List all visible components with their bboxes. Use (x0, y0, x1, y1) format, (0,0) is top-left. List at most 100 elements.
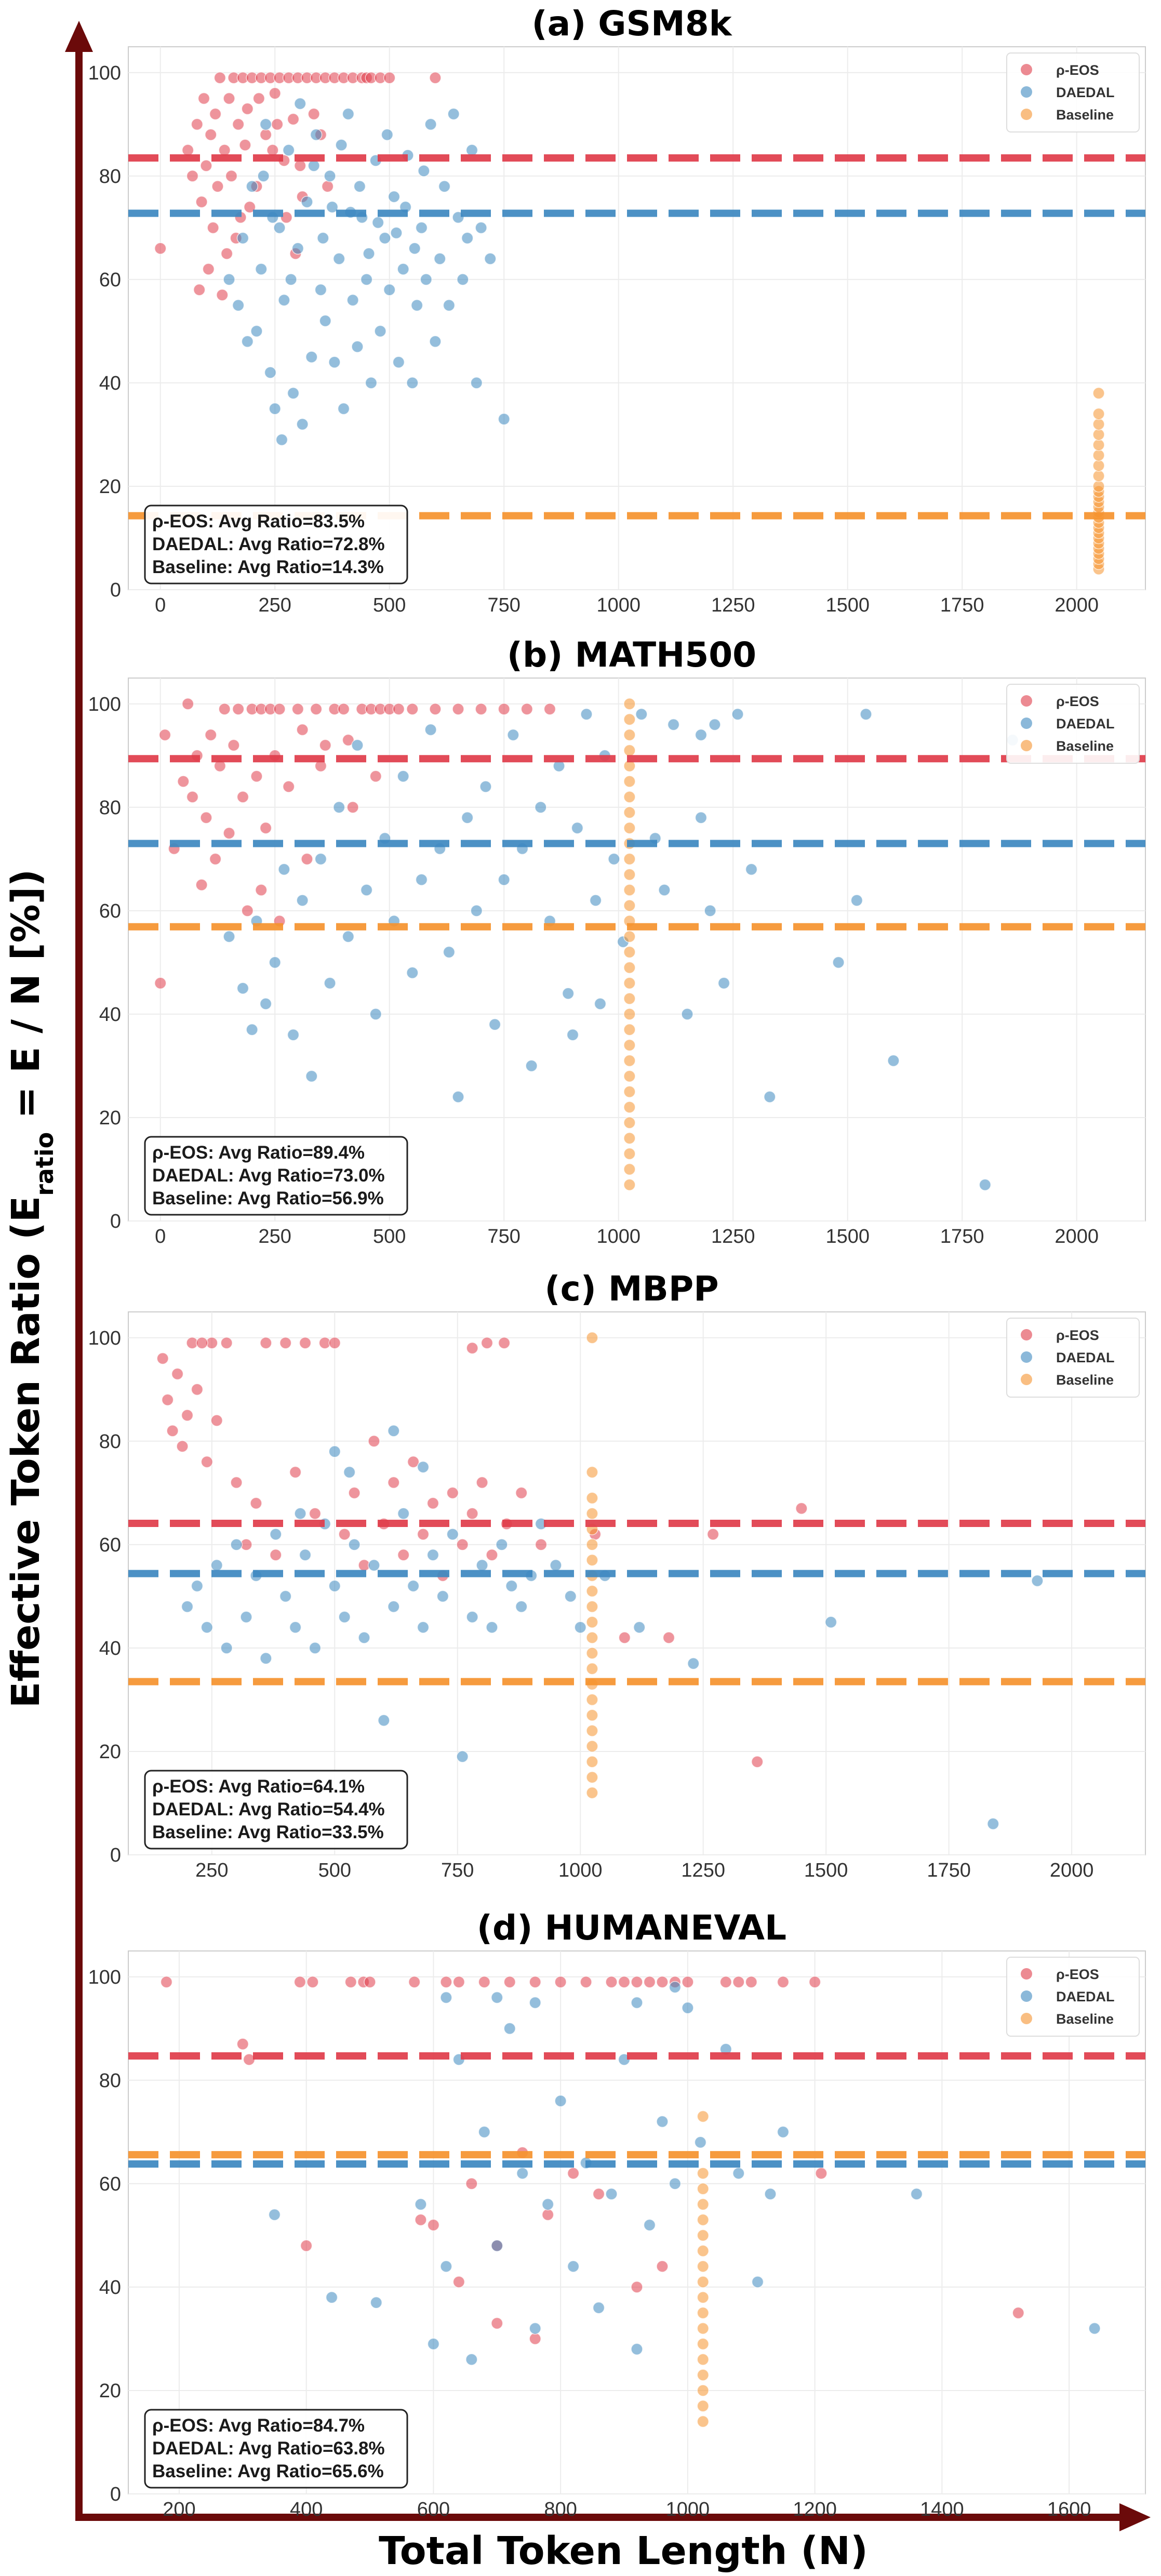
legend-marker-rho-eos (1021, 1329, 1032, 1340)
scatter-point-rho-eos (529, 2332, 541, 2345)
x-tick-label: 1400 (920, 2499, 964, 2520)
scatter-point-rho-eos (154, 977, 167, 989)
scatter-point-daedal (326, 201, 339, 214)
scatter-point-rho-eos (808, 1975, 821, 1988)
scatter-point-daedal (410, 299, 423, 312)
scatter-point-baseline (586, 1740, 598, 1752)
scatter-point-daedal (498, 413, 510, 426)
scatter-point-daedal (397, 1507, 410, 1520)
scatter-point-rho-eos (266, 144, 279, 156)
x-tick-label: 1000 (596, 594, 640, 616)
legend-marker-daedal (1021, 1990, 1032, 2002)
x-tick-label: 1750 (940, 594, 984, 616)
x-tick-label: 500 (318, 1860, 351, 1881)
scatter-point-baseline (1092, 439, 1105, 452)
scatter-point-daedal (443, 946, 456, 959)
scatter-point-rho-eos (201, 1455, 213, 1468)
scatter-point-daedal (289, 1621, 302, 1634)
scatter-point-daedal (429, 335, 442, 348)
scatter-point-baseline (623, 853, 636, 866)
scatter-point-daedal (220, 1642, 233, 1654)
scatter-point-baseline (1092, 459, 1105, 472)
y-tick-label: 80 (99, 1431, 121, 1453)
y-tick-label: 40 (99, 2277, 121, 2299)
scatter-point-daedal (535, 801, 547, 814)
scatter-point-rho-eos (656, 2260, 669, 2273)
scatter-point-daedal (278, 863, 290, 875)
scatter-point-rho-eos (161, 1393, 174, 1406)
scatter-point-rho-eos (260, 1336, 272, 1349)
scatter-point-rho-eos (299, 1336, 312, 1349)
scatter-point-daedal (633, 1621, 646, 1634)
legend-label-daedal: DAEDAL (1056, 85, 1115, 100)
stats-box (144, 504, 408, 585)
scatter-point-daedal (388, 190, 401, 203)
scatter-point-rho-eos (186, 170, 199, 182)
scatter-point-rho-eos (301, 853, 313, 866)
scatter-point-rho-eos (541, 2208, 554, 2221)
scatter-point-daedal (299, 1549, 312, 1561)
y-tick-label: 80 (99, 2070, 121, 2092)
panels-group: 0 250 500 750 1000 1250 1500 1750 20000204060801… (88, 4, 1146, 2520)
scatter-point-baseline (623, 1147, 636, 1160)
scatter-point-rho-eos (191, 1383, 204, 1396)
scatter-point-daedal (232, 299, 245, 312)
scatter-point-daedal (631, 2343, 643, 2356)
scatter-point-daedal (516, 2167, 529, 2180)
scatter-point-rho-eos (287, 113, 300, 126)
scatter-point-rho-eos (279, 1336, 292, 1349)
scatter-point-rho-eos (310, 702, 323, 715)
scatter-point-rho-eos (259, 128, 272, 141)
y-tick-label: 20 (99, 476, 121, 498)
scatter-point-baseline (586, 1771, 598, 1784)
scatter-point-daedal (491, 1991, 503, 2004)
x-tick-label: 1250 (711, 594, 755, 616)
scatter-point-baseline (586, 1538, 598, 1551)
scatter-point-rho-eos (478, 1975, 491, 1988)
y-axis-title-main: Effective Token Ratio (E (4, 1196, 48, 1708)
scatter-point-baseline (697, 2384, 710, 2397)
scatter-point-rho-eos (270, 1549, 282, 1561)
legend-marker-rho-eos (1021, 64, 1032, 75)
scatter-point-daedal (291, 242, 304, 255)
scatter-point-baseline (623, 868, 636, 881)
scatter-point-baseline (586, 1466, 598, 1479)
scatter-point-baseline (623, 946, 636, 959)
scatter-point-baseline (586, 1600, 598, 1613)
scatter-point-daedal (269, 402, 281, 415)
scatter-point-daedal (236, 982, 249, 994)
scatter-point-daedal (268, 2208, 281, 2221)
scatter-point-daedal (392, 356, 405, 368)
scatter-point-daedal (368, 1559, 380, 1572)
scatter-point-daedal (987, 1817, 999, 1830)
scatter-point-daedal (388, 1425, 400, 1437)
scatter-point-daedal (319, 314, 332, 327)
scatter-point-daedal (210, 1559, 223, 1572)
scatter-point-rho-eos (236, 791, 249, 803)
scatter-point-rho-eos (154, 242, 167, 255)
scatter-point-daedal (351, 340, 364, 353)
scatter-point-daedal (571, 821, 584, 834)
chart-panel-2: 250 500 750 1000 1250 1500 1750 2000 0 20 40 60 80 10… (88, 1269, 1146, 1881)
scatter-point-daedal (438, 180, 451, 193)
chart-panel-3: 200 400 600 800 1000 1200 1400 1600 0 20 40 60 80 100… (88, 1908, 1146, 2520)
legend-label-baseline: Baseline (1056, 738, 1114, 754)
scatter-point-rho-eos (515, 1486, 528, 1499)
scatter-point-daedal (554, 2094, 567, 2107)
y-tick-label: 100 (88, 62, 121, 84)
scatter-point-daedal (370, 2296, 383, 2309)
stats-line: Baseline: Avg Ratio=14.3% (152, 557, 384, 577)
x-tick-label: 200 (163, 2499, 195, 2520)
scatter-point-daedal (324, 977, 336, 989)
scatter-point-daedal (832, 956, 845, 969)
scatter-point-daedal (397, 770, 409, 782)
scatter-point-daedal (308, 160, 320, 172)
scatter-point-rho-eos (223, 92, 235, 105)
legend-marker-daedal (1021, 86, 1032, 98)
legend-marker-baseline (1021, 2013, 1032, 2024)
stats-line: Baseline: Avg Ratio=65.6% (152, 2461, 384, 2481)
legend-label-baseline: Baseline (1056, 1372, 1114, 1388)
scatter-point-rho-eos (291, 702, 304, 715)
scatter-point-rho-eos (207, 221, 219, 234)
x-tick-label: 1000 (666, 2499, 710, 2520)
